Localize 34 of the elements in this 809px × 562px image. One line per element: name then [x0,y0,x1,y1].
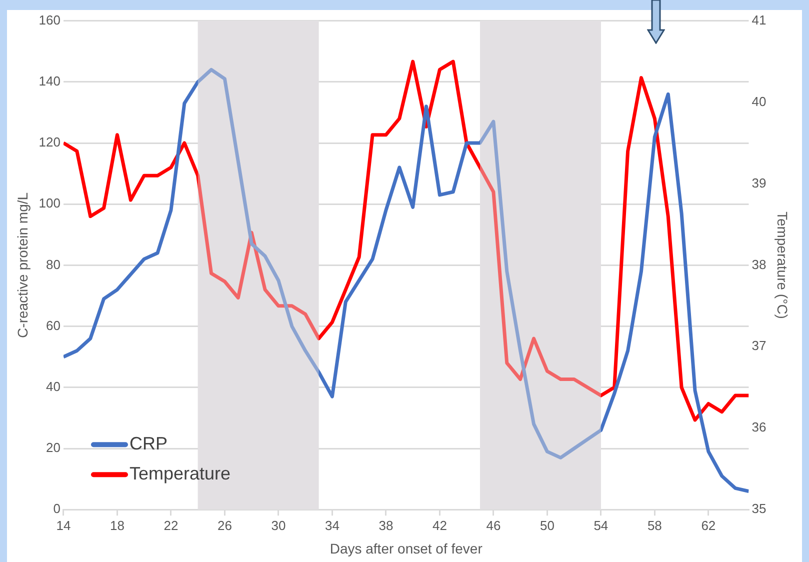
x-tick-label: 54 [594,518,608,533]
x-tick-label: 50 [540,518,554,533]
x-tick-label: 30 [271,518,286,533]
y-tick-label: 140 [38,73,60,88]
y-tick-label: 100 [38,196,60,211]
y2-tick-label: 39 [752,175,766,190]
x-tick-label: 42 [432,518,447,533]
y-tick-label: 160 [38,12,60,28]
y2-axis-title: Temperature (°C) [774,211,791,319]
x-tick-label: 46 [486,518,501,533]
x-tick-label: 62 [701,518,716,533]
x-axis-title: Days after onset of fever [330,540,483,556]
x-tick-label: 22 [164,518,178,533]
y-tick-label: 60 [46,318,60,333]
x-tick-label: 18 [110,518,124,533]
legend-label: CRP [129,434,168,454]
y-tick-label: 0 [53,501,60,516]
x-tick-label: 14 [56,518,71,533]
x-tick-label: 34 [324,518,340,533]
y-tick-label: 120 [38,134,60,150]
y2-tick-label: 38 [752,256,766,272]
y2-tick-label: 35 [752,501,766,516]
y-tick-label: 40 [46,378,60,394]
y-axis-title: C-reactive protein mg/L [14,192,30,338]
y2-tick-label: 36 [752,420,766,435]
y2-tick-label: 40 [752,94,766,109]
x-tick-label: 26 [217,518,232,533]
y-tick-label: 80 [46,256,60,272]
x-tick-label: 58 [647,518,662,533]
y-tick-label: 20 [46,440,60,456]
y2-tick-label: 37 [752,338,766,354]
x-tick-label: 38 [378,518,394,533]
legend-label: Temperature [129,464,231,484]
y2-tick-label: 41 [752,12,766,28]
